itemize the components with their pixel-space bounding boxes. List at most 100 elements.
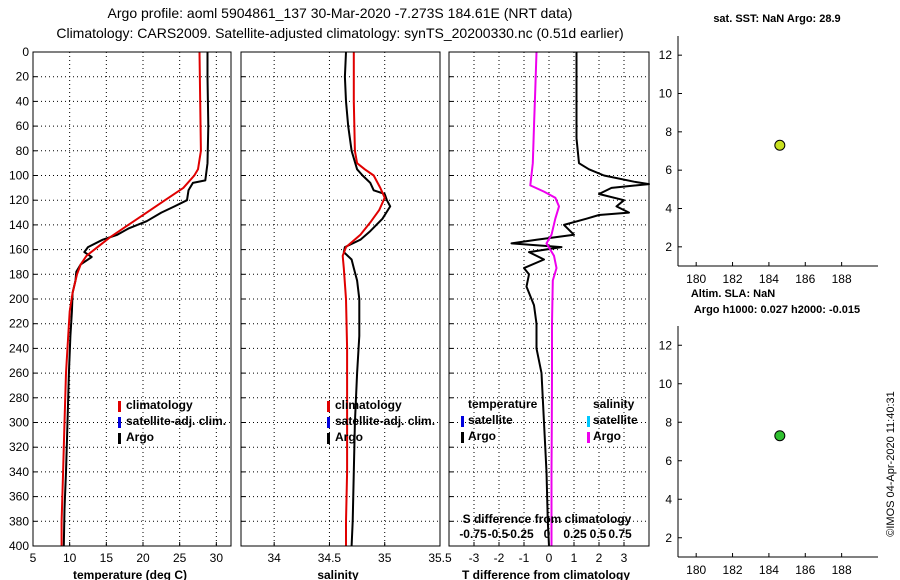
sla-title: Altim. SLA: NaN (691, 288, 775, 300)
y-tick-label: 360 (9, 490, 29, 504)
sla-points (774, 430, 786, 442)
y-tick-label: 2 (665, 531, 672, 545)
legend-salinity-head: salinity (593, 397, 635, 411)
imos-timestamp: ©IMOS 04-Apr-2020 11:40:31 (885, 391, 897, 536)
temperature-ticks: 0 20 40 60 80 100 120 140 160 180 200 220 240 260 280 3… (9, 45, 223, 565)
title-line-2: Climatology: CARS2009. Satellite-adjuste… (56, 25, 623, 41)
difference-panel: -3 -2 -1 0 1 2 3 T difference from climatology… (448, 51, 650, 580)
x-tick-label: 2 (596, 551, 603, 565)
x-tick-label: 30 (210, 551, 224, 565)
x-tick-label: 34.5 (318, 551, 342, 565)
sst-panel: 2 4 6 8 10 12 180 182 184 186 188 (659, 36, 878, 286)
x-tick-label: 20 (136, 551, 150, 565)
y-tick-label: 120 (9, 193, 29, 207)
y-tick-label: 400 (9, 539, 29, 553)
x-tick-label: 3 (621, 551, 628, 565)
s-difference-title: S difference from climatology (463, 512, 632, 526)
y-tick-label: 180 (9, 267, 29, 281)
y-tick-label: 240 (9, 341, 29, 355)
x-tick-label: 1 (571, 551, 578, 565)
sst-ticks: 2 4 6 8 10 12 180 182 184 186 188 (659, 48, 852, 286)
x-tick-label: 15 (100, 551, 114, 565)
x-tick-label: 180 (686, 272, 706, 286)
y-tick-label: 200 (9, 292, 29, 306)
legend-temperature-head: temperature (468, 397, 538, 411)
legend-swatch-satellite (118, 417, 121, 428)
y-tick-label: 12 (659, 48, 673, 62)
x-tick-label: 182 (723, 563, 743, 577)
sla-panel: 2 4 6 8 10 12 180 182 184 186 188 (659, 326, 878, 577)
legend-swatch-sat-temp (461, 416, 464, 427)
salinity-profiles (341, 51, 392, 547)
y-tick-label: 160 (9, 243, 29, 257)
x-tick-label: -1 (519, 551, 530, 565)
series-line-t-diff-argo (510, 52, 650, 547)
y-tick-label: 340 (9, 465, 29, 479)
salinity-axes-frame (240, 51, 441, 547)
y-tick-label: 8 (665, 125, 672, 139)
legend-sat-temp: satellite (468, 413, 513, 427)
y-tick-label: 0 (22, 45, 29, 59)
salinity-gridlines (241, 52, 440, 546)
y-tick-label: 8 (665, 415, 672, 429)
legend-swatch-argo (118, 433, 121, 444)
difference-ticks: -3 -2 -1 0 1 2 3 (449, 51, 628, 565)
y-tick-label: 320 (9, 440, 29, 454)
series-line-climatology (60, 51, 202, 546)
legend-argo-sal: Argo (593, 429, 621, 443)
y-tick-label: 100 (9, 169, 29, 183)
y-tick-label: 2 (665, 240, 672, 254)
y-tick-label: 4 (665, 492, 672, 506)
y-tick-label: 380 (9, 514, 29, 528)
legend-swatch-argo-sal (587, 432, 590, 443)
temperature-xlabel: temperature (deg C) (73, 568, 187, 580)
series-line-climatology (341, 52, 386, 546)
salinity-xlabel: salinity (317, 568, 359, 580)
difference-legend: temperature satellite Argo salinity sate… (459, 397, 638, 541)
difference-xlabel: T difference from climatology (462, 568, 630, 580)
series-line-argo (342, 51, 392, 547)
temperature-profiles (60, 51, 210, 547)
s-diff-tick-label: -0.75 (459, 527, 487, 541)
s-diff-tick-label: 0.75 (608, 527, 632, 541)
s-diff-tick-label: -0.25 (506, 527, 534, 541)
legend-swatch-climatology (327, 401, 330, 412)
x-tick-label: 184 (759, 272, 779, 286)
s-diff-tick-label: -0.5 (488, 527, 509, 541)
sst-points (774, 139, 786, 151)
s-diff-tick-label: 0.25 (563, 527, 587, 541)
legend-swatch-argo-temp (461, 432, 464, 443)
difference-gridlines (449, 52, 649, 546)
scatter-point (774, 139, 786, 151)
x-tick-label: 10 (63, 551, 77, 565)
x-tick-label: 186 (795, 272, 815, 286)
salinity-panel: 34 34.5 35 35.5 salinity climatology satell… (240, 51, 452, 580)
x-tick-label: 35.5 (428, 551, 452, 565)
title-line-1: Argo profile: aoml 5904861_137 30-Mar-20… (108, 5, 573, 21)
sst-title: sat. SST: NaN Argo: 28.9 (713, 13, 840, 25)
x-tick-label: 35 (378, 551, 392, 565)
profile-legend-salinity: climatology satellite-adj. clim. Argo (327, 398, 435, 444)
y-tick-label: 10 (659, 377, 673, 391)
x-tick-label: 186 (795, 563, 815, 577)
x-tick-label: 0 (546, 551, 553, 565)
legend-climatology: climatology (335, 398, 402, 412)
x-tick-label: 184 (759, 563, 779, 577)
legend-satellite-adj: satellite-adj. clim. (335, 414, 435, 428)
legend-climatology: climatology (126, 398, 193, 412)
y-tick-label: 6 (665, 163, 672, 177)
series-line-argo (62, 52, 210, 547)
y-tick-label: 20 (16, 70, 30, 84)
x-tick-label: 25 (173, 551, 187, 565)
y-tick-label: 280 (9, 391, 29, 405)
legend-swatch-climatology (118, 401, 121, 412)
difference-profiles (510, 51, 650, 547)
legend-sat-sal: satellite (593, 413, 638, 427)
legend-swatch-satellite (327, 417, 330, 428)
scatter-point (774, 430, 786, 442)
x-tick-label: 34 (267, 551, 281, 565)
y-tick-label: 10 (659, 87, 673, 101)
salinity-ticks: 34 34.5 35 35.5 (241, 51, 452, 565)
x-tick-label: 180 (686, 563, 706, 577)
